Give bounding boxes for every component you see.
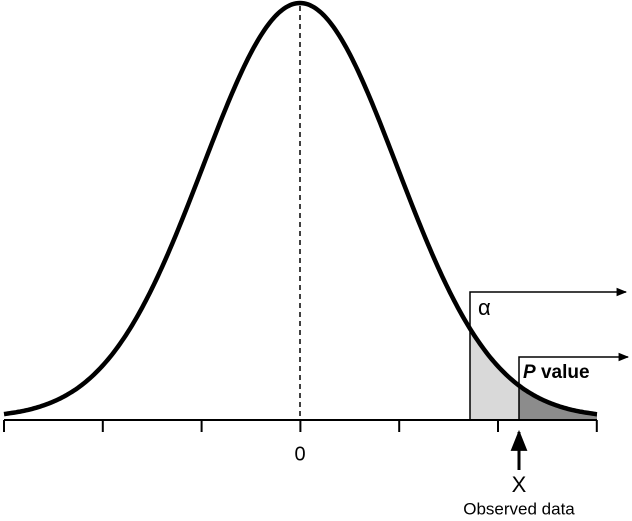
p-value-bracket xyxy=(518,352,630,420)
p-symbol: P xyxy=(523,362,536,383)
p-value-region xyxy=(519,385,597,420)
p-word: value xyxy=(541,362,590,383)
alpha-region xyxy=(470,328,519,420)
normal-curve xyxy=(3,0,598,417)
alpha-label: α xyxy=(478,295,491,320)
axis xyxy=(3,419,598,432)
caption: Observed data xyxy=(463,499,575,518)
x-label: X xyxy=(512,472,527,497)
p-value-label: P value xyxy=(523,362,590,383)
axis-label: 0 xyxy=(294,443,305,465)
alpha-bracket xyxy=(469,287,628,420)
